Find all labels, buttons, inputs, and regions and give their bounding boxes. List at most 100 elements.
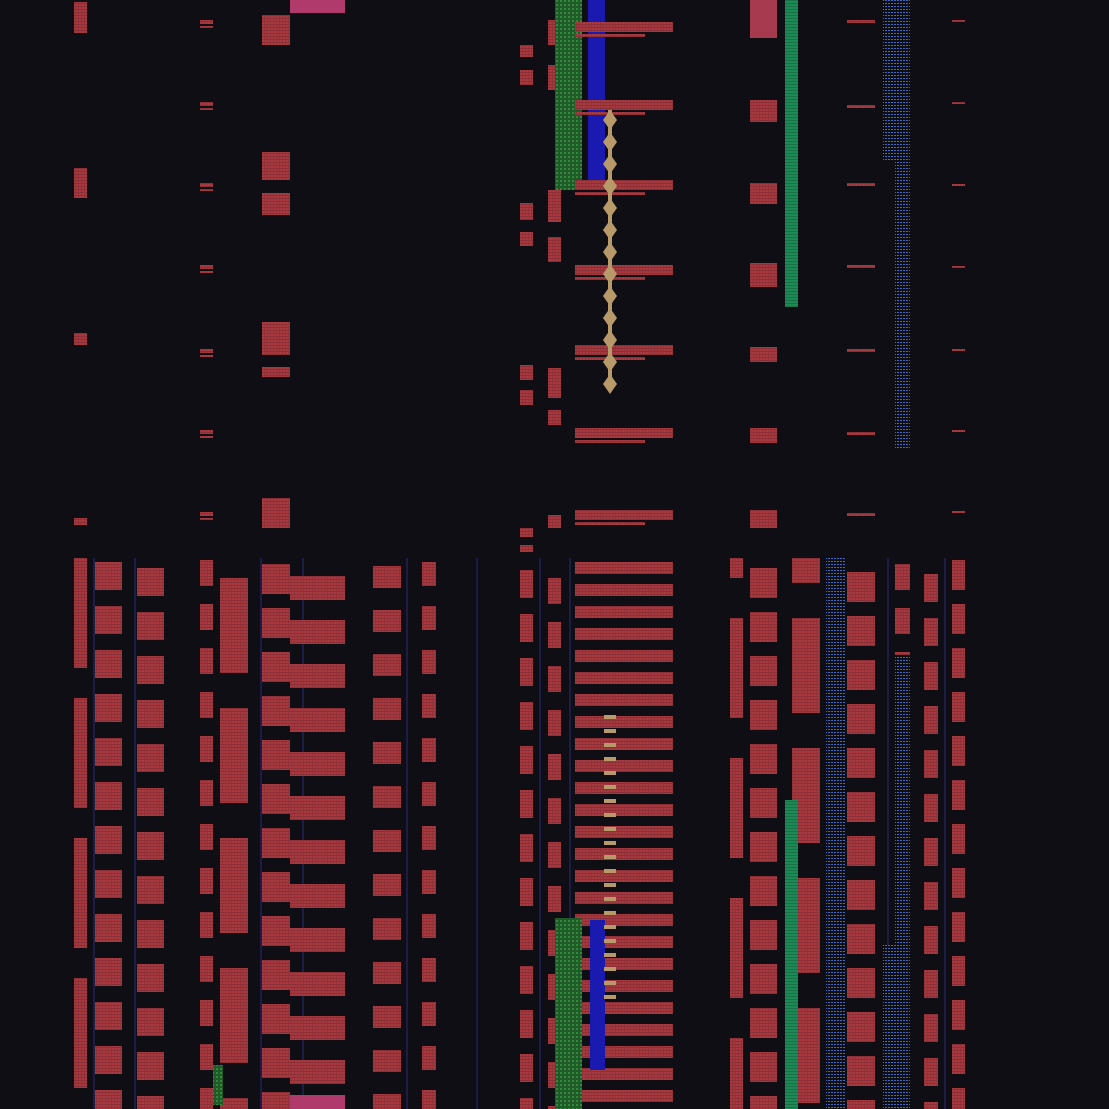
block (750, 347, 777, 362)
block (548, 842, 561, 868)
block (952, 692, 965, 722)
block (520, 966, 533, 994)
block (95, 1002, 122, 1030)
row (575, 694, 673, 706)
block (262, 784, 290, 814)
block (95, 606, 122, 634)
block (924, 794, 938, 822)
block (200, 1088, 213, 1109)
magenta-block (290, 1095, 345, 1109)
blue-texture (883, 945, 910, 1109)
block (520, 790, 533, 818)
block (847, 792, 875, 822)
blue-texture (895, 160, 910, 450)
block (373, 874, 401, 896)
tan-mark (604, 799, 616, 803)
row (575, 1046, 673, 1058)
row (575, 650, 673, 662)
block (520, 570, 533, 598)
block (750, 656, 777, 686)
block (373, 610, 401, 632)
row (575, 760, 673, 772)
tan-mark (604, 813, 616, 817)
block (220, 708, 248, 803)
block (952, 648, 965, 678)
blue-column (590, 920, 605, 1070)
block (290, 796, 345, 820)
block (750, 1052, 777, 1082)
block (520, 203, 533, 220)
block (750, 964, 777, 994)
block (924, 618, 938, 646)
block (220, 968, 248, 1063)
tan-line (608, 110, 612, 385)
green-texture (213, 1065, 223, 1105)
block (74, 518, 87, 525)
block (548, 710, 561, 736)
block (422, 1002, 436, 1026)
block (262, 564, 290, 594)
tan-mark (604, 967, 616, 971)
tan-mark (604, 729, 616, 733)
block (95, 782, 122, 810)
block (422, 562, 436, 586)
stripe (952, 102, 965, 104)
block (520, 658, 533, 686)
block (847, 836, 875, 866)
block (847, 660, 875, 690)
block (730, 618, 743, 718)
block (548, 754, 561, 780)
block (74, 698, 87, 808)
block (95, 958, 122, 986)
block (373, 742, 401, 764)
block (95, 1090, 122, 1109)
block (847, 704, 875, 734)
row (575, 716, 673, 728)
stripe (200, 20, 213, 24)
block (262, 322, 290, 355)
block (847, 616, 875, 646)
block (74, 2, 87, 33)
block (750, 788, 777, 818)
block (74, 333, 87, 345)
block (924, 882, 938, 910)
block (520, 878, 533, 906)
row (575, 804, 673, 816)
tan-mark (604, 883, 616, 887)
block (137, 788, 164, 816)
block (200, 868, 213, 894)
block (422, 694, 436, 718)
stripe (200, 518, 213, 520)
block (200, 736, 213, 762)
stripe (200, 189, 213, 191)
block (262, 652, 290, 682)
block (290, 840, 345, 864)
block (262, 960, 290, 990)
row (575, 848, 673, 860)
block (750, 832, 777, 862)
block (137, 1008, 164, 1036)
block (924, 1058, 938, 1086)
block (137, 876, 164, 904)
block (262, 1048, 290, 1078)
stripe (952, 266, 965, 268)
block (373, 786, 401, 808)
block (262, 1092, 290, 1109)
row (575, 1068, 673, 1080)
block (548, 368, 561, 398)
block (422, 958, 436, 982)
block (750, 263, 777, 287)
block (290, 708, 345, 732)
block (137, 744, 164, 772)
block (200, 1044, 213, 1070)
block (847, 748, 875, 778)
block (422, 782, 436, 806)
block (200, 648, 213, 674)
block (750, 183, 777, 204)
stripe (847, 105, 875, 108)
tan-mark (604, 715, 616, 719)
blue-column (588, 0, 605, 180)
block (548, 622, 561, 648)
stripe (847, 432, 875, 435)
stripe (847, 349, 875, 352)
